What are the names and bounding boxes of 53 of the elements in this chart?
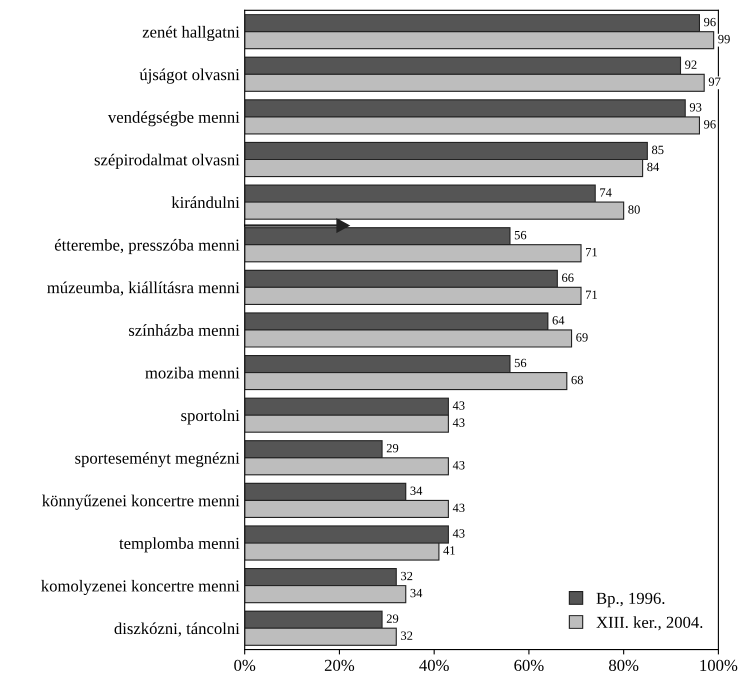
data-label: 69: [576, 333, 588, 342]
y-tick-label: diszkózni, táncolni: [114, 622, 240, 637]
y-tick-label: sporteseményt megnézni: [75, 452, 240, 468]
data-label: 84: [647, 162, 660, 172]
y-tick-label: sportolni: [181, 409, 240, 425]
data-label: 99: [718, 34, 730, 44]
y-tick-label: zenét hallgatni: [142, 26, 240, 42]
data-label: 66: [562, 274, 574, 282]
data-label: 85: [652, 146, 664, 154]
y-tick-label: étterembe, presszóba menni: [54, 238, 240, 254]
legend-label: XIII. ker., 2004.: [596, 616, 702, 630]
x-tick-label: 80%: [609, 660, 638, 672]
data-label: 34: [410, 486, 422, 496]
y-tick-label: kirándulni: [172, 196, 240, 208]
data-label: 68: [572, 376, 583, 384]
data-label: 96: [704, 18, 716, 26]
legend-label: Bp., 1996.: [596, 592, 664, 608]
data-label: 29: [386, 614, 398, 623]
data-label: 43: [452, 504, 465, 512]
y-tick-label: könnyűzenei koncertre menni: [42, 494, 240, 510]
y-tick-label: komolyzenei koncertre menni: [41, 580, 240, 595]
data-label: 32: [401, 572, 412, 580]
x-tick-label: 40%: [419, 660, 449, 672]
data-label: 64: [552, 316, 564, 325]
y-tick-label: színházba menni: [128, 324, 240, 336]
data-label: 92: [685, 60, 696, 69]
y-tick-label: vendégségbe menni: [108, 111, 240, 126]
y-tick-label: moziba menni: [145, 366, 240, 379]
y-tick-label: szépirodalmat olvasni: [94, 154, 240, 169]
data-label: 34: [410, 588, 422, 598]
data-label: 71: [586, 290, 597, 299]
data-label: 43: [452, 401, 465, 410]
data-label: 97: [708, 78, 720, 86]
data-label: 71: [586, 248, 597, 256]
y-tick-label: templomba menni: [119, 537, 240, 552]
x-tick-label: 0%: [234, 660, 256, 672]
data-label: 56: [514, 358, 526, 368]
data-label: 32: [401, 631, 412, 640]
data-label: 43: [452, 461, 465, 470]
data-label: 29: [386, 444, 398, 452]
x-tick-label: 20%: [324, 660, 354, 672]
data-label: 56: [514, 230, 526, 240]
data-label: 43: [452, 529, 465, 538]
data-label: 80: [628, 205, 640, 214]
data-label: 43: [452, 418, 465, 427]
x-tick-label: 60%: [514, 660, 544, 672]
data-label: 41: [443, 546, 455, 555]
data-label: 74: [600, 188, 612, 197]
y-tick-label: újságot olvasni: [140, 68, 240, 84]
y-tick-label: múzeumba, kiállításra menni: [47, 282, 240, 296]
data-label: 96: [704, 120, 716, 129]
x-tick-label: 100%: [700, 660, 738, 672]
data-label: 93: [690, 103, 702, 112]
